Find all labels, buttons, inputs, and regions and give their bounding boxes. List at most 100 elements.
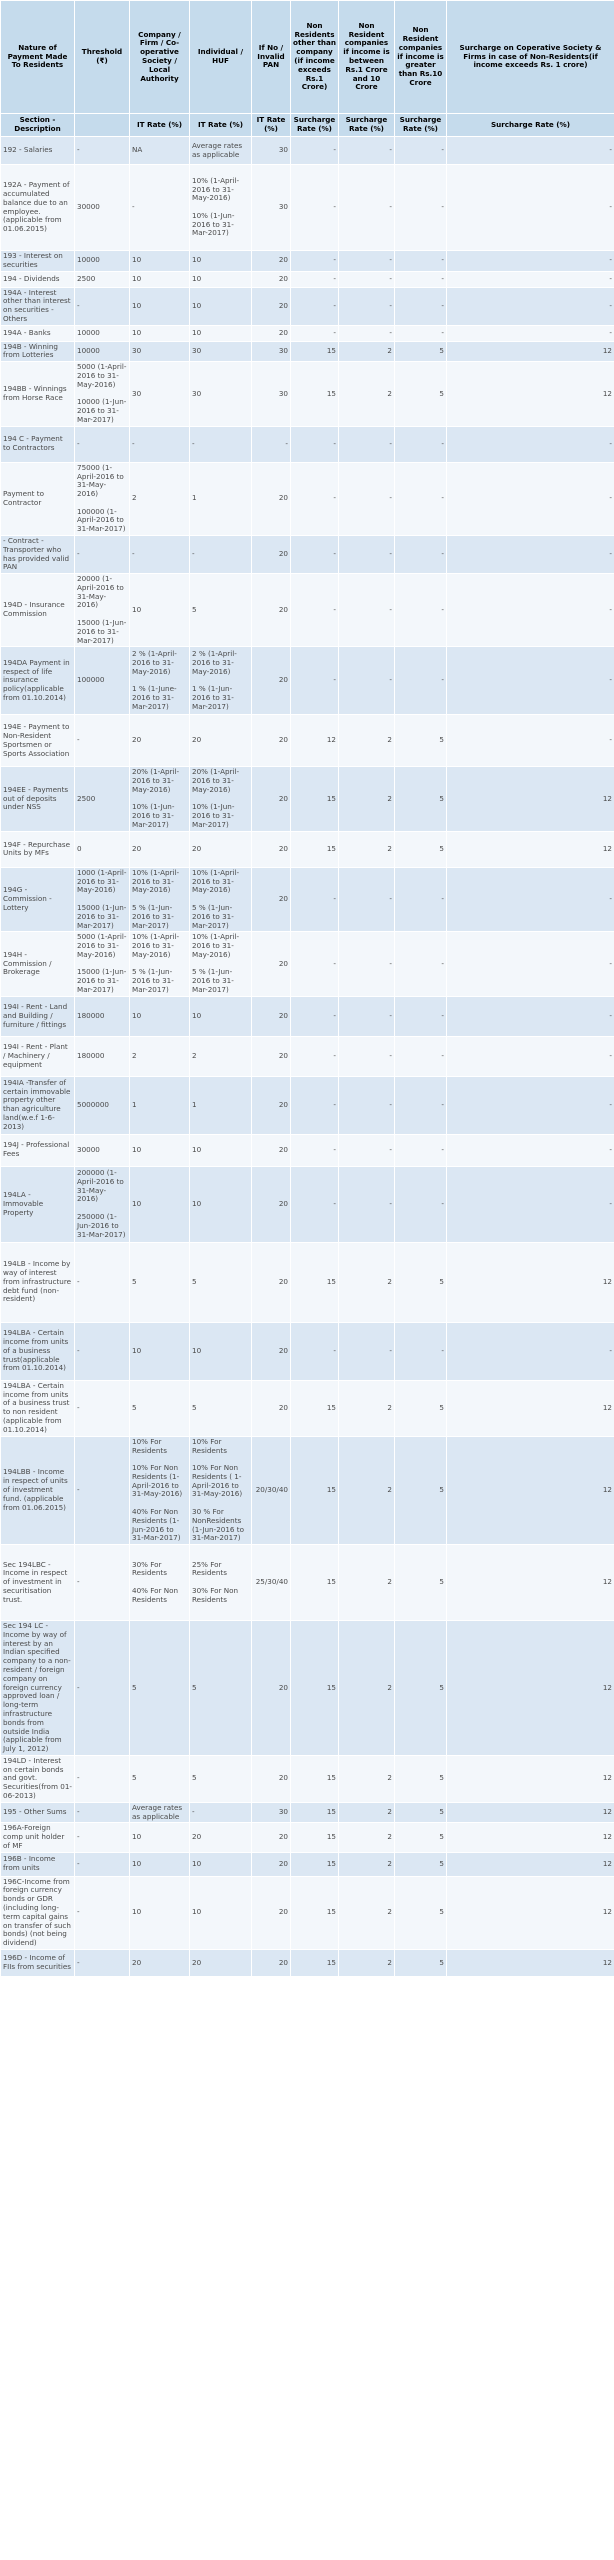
table-row: 193 - Interest on securities 10000 10 10 20-… [0,250,614,272]
surcharge-coop-cell: 12 [446,1544,614,1622]
surcharge-nr-other-cell: 15 [290,1544,339,1622]
subheader-company-rate: IT Rate (%) [129,113,190,137]
surcharge-nr-1-10cr-cell: - [338,1035,395,1077]
section-cell: 194H - Commission / Brokerage [0,931,75,997]
threshold-cell: - [74,714,130,768]
surcharge-coop-cell: - [446,573,614,648]
section-cell: 196A-Foreign comp unit holder of MF [0,1822,75,1853]
table-row: 194LBA - Certain income from units of a … [0,1321,614,1381]
company-rate-cell: 5 [129,1754,190,1803]
surcharge-nr-above-10cr-cell: - [394,1133,447,1167]
individual-rate-cell: 5 [189,1241,252,1323]
surcharge-coop-cell: - [446,1165,614,1243]
surcharge-coop-cell: - [446,324,614,342]
surcharge-nr-above-10cr-cell: - [394,646,447,716]
header-threshold: Threshold (₹) [74,0,130,114]
no-pan-rate-cell: 20 [251,1035,291,1077]
section-cell: 192A - Payment of accumulated balance du… [0,164,75,251]
table-row: 194J - Professional Fees 30000 10 10 20- - - - [0,1133,614,1167]
table-row: 194LA - Immovable Property 200000 (1-Apri… [0,1165,614,1243]
surcharge-nr-other-cell: 15 [290,1620,339,1756]
no-pan-rate-cell: 20 [251,1620,291,1756]
table-row: 194EE - Payments out of deposits under N… [0,766,614,832]
threshold-cell: - [74,1435,130,1546]
tds-rates-table: Nature of Payment Made To Residents Thre… [0,0,614,1977]
surcharge-nr-other-cell: 12 [290,714,339,768]
company-rate-cell: 5 [129,1379,190,1437]
threshold-cell: - [74,286,130,326]
section-cell: 194A - Banks [0,324,75,342]
subheader-surcharge-nr-above-10cr: Surcharge Rate (%) [394,113,447,137]
company-rate-cell: 10 [129,270,190,288]
table-row: 194D - Insurance Commission 20000 (1-Apri… [0,573,614,648]
no-pan-rate-cell: 20 [251,1379,291,1437]
section-cell: 196B - Income from units [0,1851,75,1877]
individual-rate-cell: 20 [189,1822,252,1853]
company-rate-cell: Average rates as applicable [129,1801,190,1824]
surcharge-nr-other-cell: 15 [290,1241,339,1323]
surcharge-nr-other-cell: 15 [290,1754,339,1803]
company-rate-cell: 10 [129,1321,190,1381]
surcharge-nr-other-cell: - [290,931,339,997]
surcharge-nr-above-10cr-cell: - [394,286,447,326]
surcharge-nr-1-10cr-cell: - [338,995,395,1037]
surcharge-nr-1-10cr-cell: - [338,164,395,251]
surcharge-nr-above-10cr-cell: - [394,995,447,1037]
threshold-cell: 200000 (1-April-2016 to 31-May-2016) 2500… [74,1165,130,1243]
no-pan-rate-cell: 20 [251,766,291,832]
surcharge-nr-above-10cr-cell: - [394,1165,447,1243]
surcharge-coop-cell: 12 [446,830,614,868]
no-pan-rate-cell: 20 [251,866,291,933]
surcharge-nr-other-cell: - [290,324,339,342]
no-pan-rate-cell: 20 [251,250,291,272]
header-non-resident-other: Non Residents other than company (if inc… [290,0,339,114]
individual-rate-cell: Average rates as applicable [189,136,252,165]
surcharge-coop-cell: 12 [446,766,614,832]
table-row: 194LBA - Certain income from units of a … [0,1379,614,1437]
individual-rate-cell: 10 [189,1133,252,1167]
threshold-cell: 0 [74,830,130,868]
individual-rate-cell: 10 [189,1851,252,1877]
surcharge-coop-cell: - [446,866,614,933]
surcharge-nr-other-cell: - [290,573,339,648]
threshold-cell: 75000 (1-April-2016 to 31-May-2016) 10000… [74,461,130,536]
surcharge-nr-1-10cr-cell: 2 [338,830,395,868]
individual-rate-cell: 10 [189,1165,252,1243]
table-row: 196C-Income from foreign currency bonds … [0,1875,614,1950]
surcharge-nr-other-cell: - [290,1165,339,1243]
surcharge-coop-cell: - [446,931,614,997]
threshold-cell: - [74,1379,130,1437]
company-rate-cell: 10 [129,1133,190,1167]
section-cell: 195 - Other Sums [0,1801,75,1824]
company-rate-cell: 10 [129,573,190,648]
threshold-cell: - [74,1851,130,1877]
section-cell: 194DA Payment in respect of life insuran… [0,646,75,716]
threshold-cell: 100000 [74,646,130,716]
surcharge-coop-cell: - [446,1035,614,1077]
threshold-cell: 5000 (1-April-2016 to 31-May-2016) 10000 … [74,361,130,427]
section-cell: 194LD - Interest on certain bonds and go… [0,1754,75,1803]
individual-rate-cell: 5 [189,1754,252,1803]
company-rate-cell: 10 [129,1822,190,1853]
surcharge-coop-cell: - [446,136,614,165]
surcharge-nr-1-10cr-cell: - [338,1165,395,1243]
surcharge-nr-1-10cr-cell: 2 [338,1948,395,1977]
subheader-surcharge-nr-other: Surcharge Rate (%) [290,113,339,137]
company-rate-cell: 10 [129,286,190,326]
section-cell: 194IA -Transfer of certain immovable pro… [0,1075,75,1135]
section-cell: 194A - Interest other than interest on s… [0,286,75,326]
surcharge-coop-cell: - [446,714,614,768]
subheader-threshold [74,113,130,137]
threshold-cell: - [74,1241,130,1323]
threshold-cell: - [74,1620,130,1756]
surcharge-nr-above-10cr-cell: 5 [394,766,447,832]
surcharge-nr-other-cell: 15 [290,340,339,363]
surcharge-nr-other-cell: - [290,164,339,251]
threshold-cell: 5000 (1-April-2016 to 31-May-2016) 15000 … [74,931,130,997]
surcharge-nr-1-10cr-cell: - [338,534,395,575]
company-rate-cell: 2 % (1-April-2016 to 31-May-2016) 1 % (1-… [129,646,190,716]
surcharge-nr-other-cell: - [290,270,339,288]
company-rate-cell: 30 [129,361,190,427]
company-rate-cell: 10 [129,250,190,272]
surcharge-nr-above-10cr-cell: - [394,136,447,165]
